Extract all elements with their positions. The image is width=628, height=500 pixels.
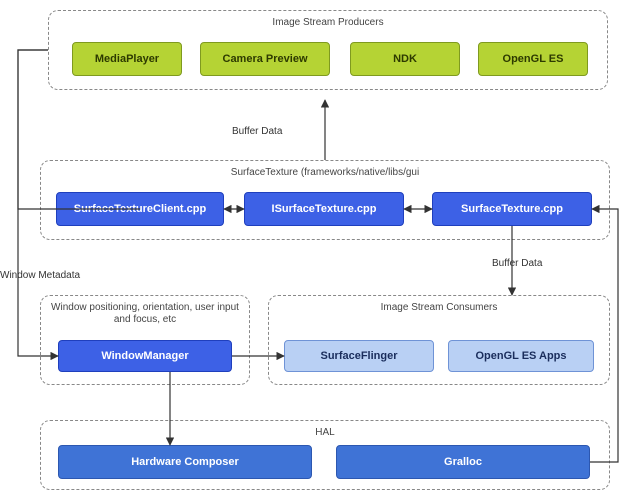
- node-glesapps-label: OpenGL ES Apps: [475, 350, 566, 362]
- node-surfaceflinger: SurfaceFlinger: [284, 340, 434, 372]
- group-winpos-title: Window positioning, orientation, user in…: [50, 302, 240, 326]
- node-gralloc-label: Gralloc: [444, 456, 482, 468]
- node-ndk-label: NDK: [393, 53, 417, 65]
- label-bufferdata2: Buffer Data: [492, 258, 542, 269]
- node-ndk: NDK: [350, 42, 460, 76]
- group-consumers-title: Image Stream Consumers: [381, 302, 498, 313]
- node-stexture: SurfaceTexture.cpp: [432, 192, 592, 226]
- node-winmgr: WindowManager: [58, 340, 232, 372]
- node-opengles-label: OpenGL ES: [503, 53, 564, 65]
- node-stexture-label: SurfaceTexture.cpp: [461, 203, 563, 215]
- group-surfacetexture-title: SurfaceTexture (frameworks/native/libs/g…: [231, 167, 419, 178]
- node-surfaceflinger-label: SurfaceFlinger: [320, 350, 397, 362]
- node-opengles: OpenGL ES: [478, 42, 588, 76]
- node-istexture-label: ISurfaceTexture.cpp: [272, 203, 377, 215]
- node-mediaplayer: MediaPlayer: [72, 42, 182, 76]
- node-winmgr-label: WindowManager: [101, 350, 188, 362]
- node-glesapps: OpenGL ES Apps: [448, 340, 594, 372]
- node-stclient: SurfaceTextureClient.cpp: [56, 192, 224, 226]
- node-istexture: ISurfaceTexture.cpp: [244, 192, 404, 226]
- node-camera: Camera Preview: [200, 42, 330, 76]
- label-bufferdata1: Buffer Data: [232, 126, 282, 137]
- group-hal-title: HAL: [315, 427, 334, 438]
- label-winmeta: Window Metadata: [0, 270, 80, 281]
- group-producers-title: Image Stream Producers: [272, 17, 383, 28]
- node-gralloc: Gralloc: [336, 445, 590, 479]
- node-hwcomposer: Hardware Composer: [58, 445, 312, 479]
- node-mediaplayer-label: MediaPlayer: [95, 53, 159, 65]
- node-hwcomposer-label: Hardware Composer: [131, 456, 239, 468]
- node-camera-label: Camera Preview: [223, 53, 308, 65]
- node-stclient-label: SurfaceTextureClient.cpp: [74, 203, 206, 215]
